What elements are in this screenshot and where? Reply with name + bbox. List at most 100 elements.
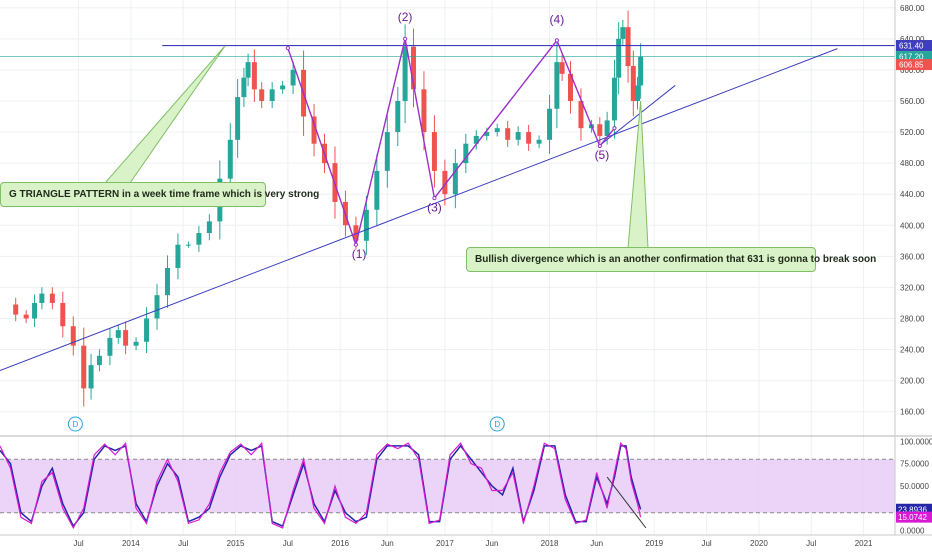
candle-body: [144, 318, 150, 342]
candle-body: [32, 302, 38, 319]
candle-body: [133, 341, 139, 346]
candle-body: [484, 132, 490, 136]
candle-body: [107, 337, 113, 356]
candle-body: [280, 85, 286, 90]
price-tick-label: 320.00: [900, 283, 925, 292]
time-tick-label: Jun: [381, 539, 394, 548]
candle-body: [452, 163, 458, 195]
time-tick-label: Jul: [701, 539, 711, 548]
candle-body: [630, 66, 636, 101]
oscillator-d-line: [0, 441, 642, 530]
candle-body: [559, 62, 565, 74]
time-tick-label: Jul: [73, 539, 83, 548]
wave-point: [403, 36, 408, 41]
price-tag-label: 606.85: [899, 61, 924, 70]
support-extension-line: [601, 85, 676, 145]
time-tick-label: 2018: [541, 539, 559, 548]
candle-body: [611, 77, 617, 121]
candle-body: [206, 221, 212, 234]
candle-body: [115, 330, 121, 338]
dividend-marker-label: D: [72, 420, 78, 429]
candle-body: [175, 244, 181, 268]
oscillator-k-line: [0, 444, 642, 528]
candle-body: [227, 139, 233, 179]
price-tick-label: 480.00: [900, 159, 925, 168]
time-tick-label: Jun: [486, 539, 499, 548]
candle-body: [547, 108, 553, 140]
wave-point: [554, 38, 559, 43]
wave-point: [432, 195, 437, 201]
candle-body: [196, 233, 202, 245]
candle-body: [154, 295, 160, 319]
oscillator-tag: [896, 511, 932, 523]
candle-body: [578, 100, 584, 129]
candle-body: [421, 89, 427, 133]
bullish-divergence-callout: Bullish divergence which is an another c…: [466, 247, 876, 272]
candle-body: [597, 124, 603, 136]
candle-body: [410, 46, 416, 90]
candle-body: [505, 128, 511, 140]
candle-body: [60, 302, 66, 327]
price-tick-label: 520.00: [900, 128, 925, 137]
candle-body: [494, 128, 500, 133]
time-tick-label: 2019: [645, 539, 663, 548]
candle-body: [473, 135, 479, 144]
candle-body: [374, 170, 380, 210]
time-tick-label: 2017: [436, 539, 454, 548]
price-tick-label: 440.00: [900, 190, 925, 199]
candle-body: [384, 132, 390, 171]
wave-label: (3): [427, 200, 442, 214]
candle-body: [536, 139, 542, 144]
wave-label: (4): [550, 12, 565, 26]
candle-body: [463, 143, 469, 164]
candle-body: [395, 100, 401, 133]
candle-body: [185, 244, 191, 246]
price-tick-label: 360.00: [900, 252, 925, 261]
price-tick-label: 400.00: [900, 221, 925, 230]
candle-body: [311, 116, 317, 144]
overlays: (1) (2) (3) (4) (5) D D: [0, 10, 895, 432]
candle-body: [638, 56, 644, 86]
candle-body: [13, 304, 19, 315]
candle-body: [515, 132, 521, 140]
price-tag: [896, 59, 932, 71]
price-tag-label: 631.40: [899, 42, 924, 51]
wave-label: (5): [595, 148, 610, 162]
wave-point: [612, 126, 617, 131]
time-tick-label: 2020: [750, 539, 768, 548]
dividend-marker-label: D: [494, 420, 500, 429]
price-tick-label: 680.00: [900, 4, 925, 13]
candle-body: [526, 132, 532, 144]
price-tag: [896, 40, 932, 52]
price-tick-label: 200.00: [900, 377, 925, 386]
candle-body: [96, 355, 102, 366]
wave-point: [353, 242, 359, 247]
dividend-marker: [67, 416, 83, 432]
oscillator-tick-label: 0.0000: [900, 527, 925, 536]
candle-body: [235, 97, 241, 140]
price-tick-label: 280.00: [900, 314, 925, 323]
candle-body: [554, 62, 560, 109]
oscillator-series: [0, 441, 647, 530]
candle-body: [81, 345, 87, 389]
candle-body: [269, 89, 275, 101]
price-tick-label: 600.00: [900, 66, 925, 75]
candle-body: [363, 209, 369, 241]
candle-body: [431, 132, 437, 171]
candle-body: [123, 330, 129, 346]
candle-body: [23, 314, 29, 319]
oscillator-tick-label: 75.0000: [900, 460, 929, 469]
candle-body: [259, 89, 265, 101]
wave-label: (2): [398, 10, 413, 24]
time-tick-label: 2021: [855, 539, 873, 548]
time-tick-label: 2014: [122, 539, 140, 548]
time-tick-label: 2016: [331, 539, 349, 548]
wave-point: [285, 46, 290, 51]
time-tick-label: 2015: [227, 539, 245, 548]
dividend-marker: [489, 416, 505, 432]
price-tag-label: 617.20: [899, 53, 924, 62]
candle-body: [604, 120, 610, 136]
oscillator-tag-label: 23.8936: [898, 505, 927, 514]
wave-label: (1): [352, 247, 367, 261]
